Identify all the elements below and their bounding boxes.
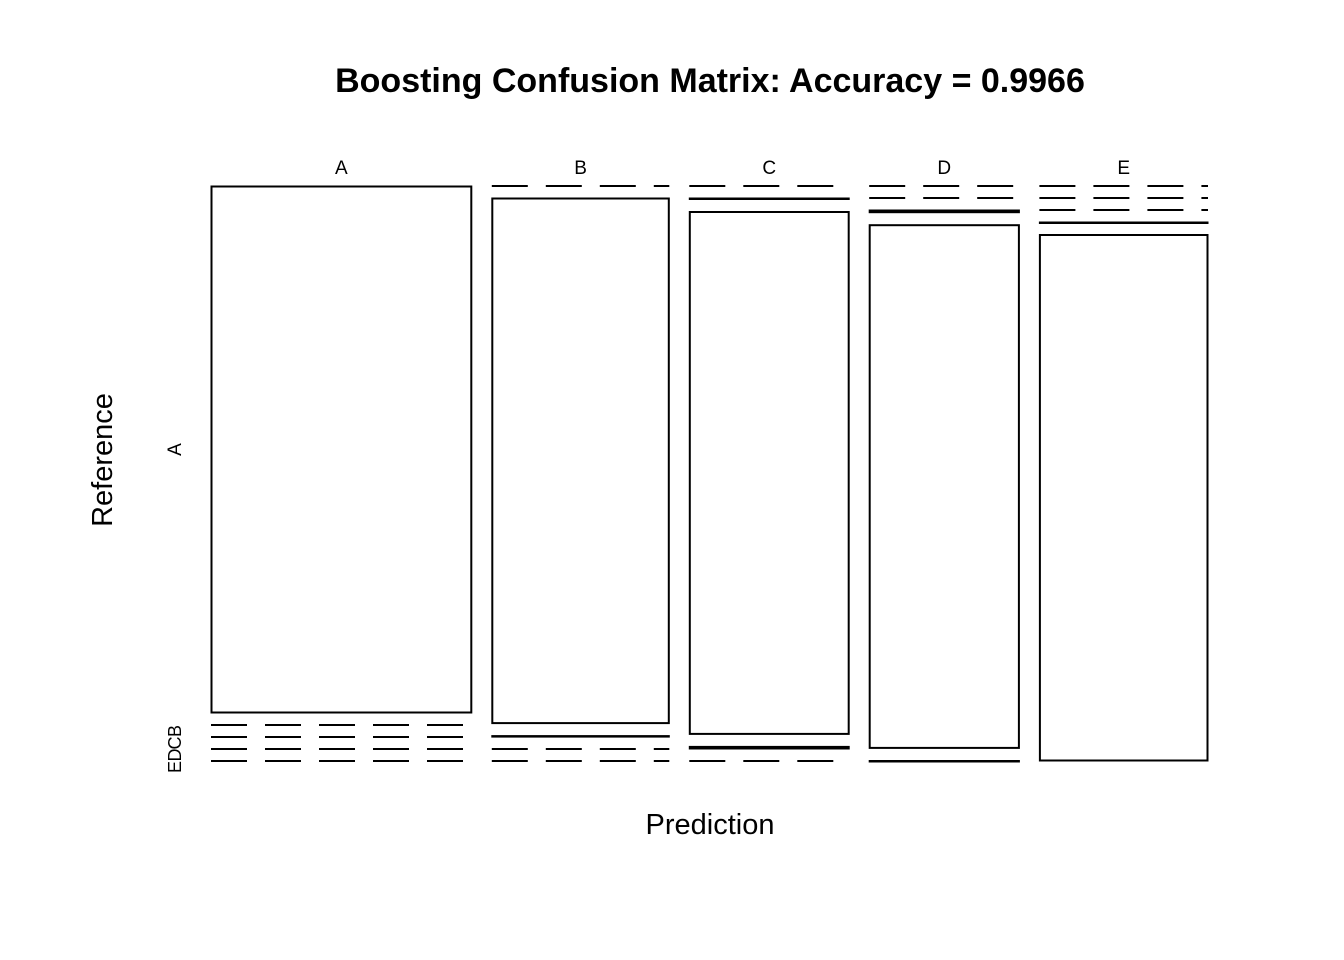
prediction-category-labels: A B C D E [335,158,1130,179]
cell-pred-e-ref-e [1038,234,1209,762]
x-axis-label: Prediction [646,809,775,841]
cell-pred-b-ref-c [491,735,670,738]
cell-pred-c-ref-c [688,211,850,735]
reference-label-e: E [165,761,185,773]
prediction-label-c: C [762,158,776,179]
reference-label-a: A [165,443,186,456]
cell-pred-d-ref-d [868,224,1020,749]
cell-pred-d-ref-e [868,760,1020,763]
prediction-label-a: A [335,158,348,179]
reference-label-d: D [165,749,185,762]
chart-title: Boosting Confusion Matrix: Accuracy = 0.… [335,62,1085,100]
prediction-label-d: D [937,158,951,179]
prediction-label-e: E [1117,158,1130,179]
reference-label-c: C [165,737,185,750]
prediction-label-b: B [574,158,587,179]
cell-pred-d-ref-c [868,209,1020,214]
cell-pred-c-ref-b [688,197,850,200]
mosaic-cells [210,185,1209,763]
cell-pred-a-ref-a [210,185,473,714]
reference-label-b: B [165,725,185,737]
cell-pred-e-ref-d [1038,221,1209,224]
y-axis-label: Reference [87,393,119,527]
cell-pred-c-ref-d [688,745,850,750]
cell-pred-b-ref-b [491,197,670,725]
